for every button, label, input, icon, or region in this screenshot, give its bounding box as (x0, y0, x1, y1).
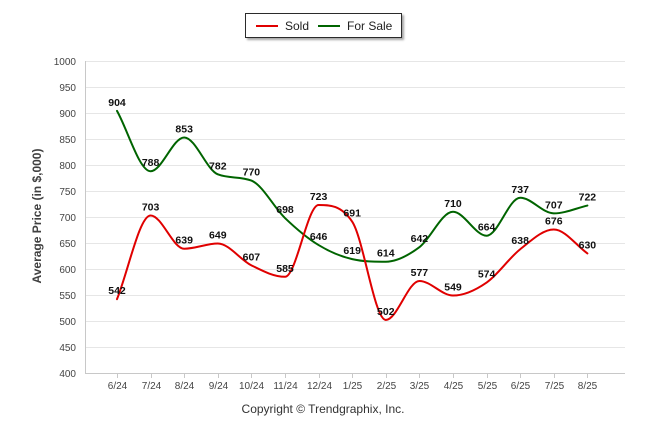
y-tick-label: 800 (59, 161, 76, 172)
data-label-sold: 574 (478, 269, 496, 281)
y-tick-label: 950 (59, 83, 76, 94)
y-tick-label: 700 (59, 213, 76, 224)
legend: Sold For Sale (245, 13, 402, 38)
legend-item-sold[interactable]: Sold (256, 18, 309, 34)
x-tick-label: 5/25 (478, 381, 498, 392)
data-label-for-sale: 614 (377, 248, 395, 260)
y-tick-label: 850 (59, 135, 76, 146)
y-tick-label: 500 (59, 317, 76, 328)
y-tick-label: 750 (59, 187, 76, 198)
data-label-sold: 630 (579, 239, 597, 251)
y-tick-label: 900 (59, 109, 76, 120)
data-label-sold: 502 (377, 306, 395, 318)
y-tick-label: 600 (59, 265, 76, 276)
y-tick-label: 650 (59, 239, 76, 250)
data-label-for-sale: 642 (411, 233, 429, 245)
x-tick-label: 7/24 (142, 381, 162, 392)
data-label-for-sale: 707 (545, 199, 563, 211)
axes (85, 61, 625, 378)
x-axis-tick-labels: 6/24 7/24 8/24 9/24 10/24 11/24 12/24 1/25 2/25 3… (108, 381, 598, 392)
x-tick-label: 11/24 (273, 381, 298, 392)
data-label-sold: 723 (310, 191, 328, 203)
data-label-for-sale: 710 (444, 198, 462, 210)
x-tick-label: 12/24 (307, 381, 332, 392)
y-axis-title: Average Price (in $,000) (30, 148, 44, 284)
data-label-sold: 638 (511, 235, 529, 247)
x-tick-label: 6/25 (511, 381, 531, 392)
series-line-for-sale (116, 109, 589, 263)
data-label-for-sale: 853 (175, 123, 193, 135)
x-tick-label: 1/25 (343, 381, 363, 392)
series-lines (116, 109, 589, 321)
data-label-sold: 585 (276, 263, 294, 275)
legend-item-for-sale[interactable]: For Sale (318, 18, 392, 34)
x-tick-label: 4/25 (444, 381, 464, 392)
data-label-for-sale: 619 (343, 245, 361, 257)
y-axis-tick-labels: 400 450 500 550 600 650 700 750 800 850 900 950 1000 (54, 57, 77, 380)
y-tick-label: 450 (59, 343, 76, 354)
legend-label-sold: Sold (285, 19, 310, 33)
copyright-text: Copyright © Trendgraphix, Inc. (241, 402, 405, 416)
grid-lines (85, 61, 625, 348)
x-tick-label: 10/24 (239, 381, 264, 392)
data-label-sold: 542 (108, 285, 126, 297)
data-label-sold: 607 (243, 251, 261, 263)
x-tick-label: 8/24 (175, 381, 195, 392)
data-labels: 542 703 639 649 607 585 723 691 502 577 549 574 638 6… (108, 97, 596, 318)
x-tick-label: 2/25 (377, 381, 397, 392)
data-label-for-sale: 782 (209, 160, 227, 172)
legend-label-for-sale: For Sale (347, 19, 393, 33)
data-label-sold: 703 (142, 201, 160, 213)
y-tick-label: 400 (59, 369, 76, 380)
data-label-sold: 676 (545, 215, 563, 227)
data-label-sold: 691 (343, 208, 361, 220)
data-label-for-sale: 770 (243, 167, 261, 179)
series-line-sold (116, 204, 589, 321)
x-tick-label: 8/25 (578, 381, 598, 392)
data-label-sold: 549 (444, 282, 462, 294)
y-tick-label: 550 (59, 291, 76, 302)
data-label-for-sale: 698 (276, 204, 294, 216)
x-tick-label: 6/24 (108, 381, 128, 392)
data-label-for-sale: 788 (142, 157, 160, 169)
data-label-sold: 639 (175, 235, 193, 247)
data-label-sold: 649 (209, 230, 227, 242)
data-label-for-sale: 737 (511, 184, 529, 196)
data-label-sold: 577 (411, 267, 429, 279)
y-tick-label: 1000 (54, 57, 77, 68)
legend-swatch-sold (256, 25, 278, 27)
x-tick-label: 7/25 (545, 381, 565, 392)
data-label-for-sale: 904 (108, 97, 126, 109)
legend-swatch-for-sale (318, 25, 340, 27)
data-label-for-sale: 646 (310, 231, 328, 243)
data-label-for-sale: 722 (579, 192, 597, 204)
x-tick-label: 3/25 (410, 381, 430, 392)
x-tick-label: 9/24 (209, 381, 229, 392)
data-label-for-sale: 664 (478, 222, 496, 234)
